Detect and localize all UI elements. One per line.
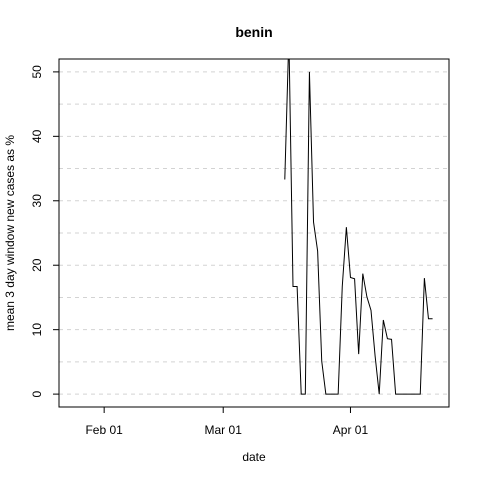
y-tick-label: 10	[30, 323, 44, 337]
chart-title: benin	[235, 24, 272, 40]
x-axis-label: date	[242, 450, 266, 464]
plot-frame	[58, 58, 450, 408]
y-tick-label: 20	[30, 258, 44, 272]
y-axis-label: mean 3 day window new cases as %	[3, 135, 17, 331]
x-tick-label: Apr 01	[333, 423, 369, 437]
series-line	[284, 59, 433, 395]
y-tick-label: 50	[30, 65, 44, 79]
series-layer	[284, 59, 433, 395]
y-tick-label: 40	[30, 129, 44, 143]
y-tick-label: 0	[30, 390, 44, 397]
x-tick-label: Mar 01	[205, 423, 243, 437]
y-axis: 0 10 20 30 40 50	[30, 65, 59, 397]
x-tick-label: Feb 01	[85, 423, 123, 437]
x-axis: Feb 01 Mar 01 Apr 01	[85, 407, 368, 437]
gridlines	[59, 71, 449, 395]
y-tick-label: 30	[30, 194, 44, 208]
